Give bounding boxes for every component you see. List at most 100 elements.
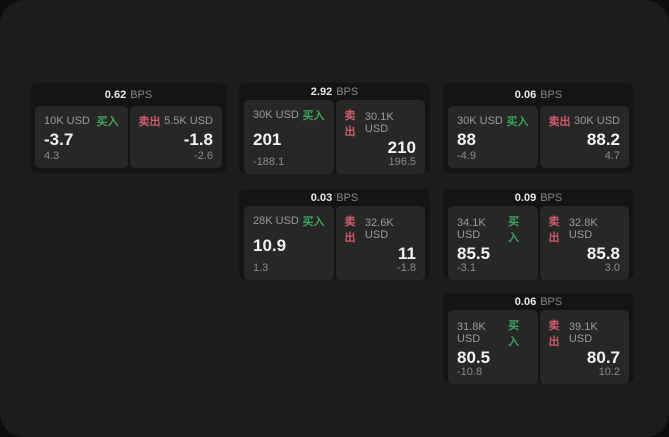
sell-panel-top: 卖出 30K USD (549, 113, 621, 129)
sell-size-label: 30K USD (574, 115, 620, 127)
sell-delta: 10.2 (598, 366, 620, 378)
buy-size-label: 30K USD (253, 109, 299, 121)
spread-header: 2.92 BPS (239, 83, 430, 98)
quote-card: 0.06 BPS 30K USD 买入 88 -4.9 卖出 30K USD 8… (443, 83, 634, 173)
buy-panel-top: 34.1K USD 买入 (457, 213, 529, 245)
spread-value: 0.06 (514, 89, 537, 101)
spread-unit: BPS (130, 89, 153, 101)
buy-delta: 4.3 (44, 150, 60, 162)
spread-unit: BPS (540, 296, 563, 308)
sell-price: 85.8 (586, 244, 620, 263)
sell-side-label: 卖出 (344, 110, 356, 138)
quote-body: 31.8K USD 买入 80.5 -10.8 卖出 39.1K USD 80.… (443, 308, 634, 389)
buy-delta: 1.3 (253, 262, 269, 274)
buy-size-label: 34.1K USD (457, 217, 486, 241)
sell-side-label: 卖出 (548, 320, 560, 348)
buy-side-label: 买入 (96, 116, 119, 128)
sell-delta: -2.6 (194, 150, 213, 162)
buy-side-label: 买入 (508, 216, 520, 244)
sell-delta: 196.5 (388, 156, 416, 168)
spread-unit: BPS (336, 86, 359, 98)
buy-side-label: 买入 (506, 116, 529, 128)
spread-header: 0.62 BPS (30, 83, 227, 104)
sell-side-label: 卖出 (344, 216, 356, 244)
buy-quote-panel[interactable]: 30K USD 买入 88 -4.9 (448, 106, 538, 168)
sell-panel-top: 卖出 5.5K USD (139, 113, 214, 129)
buy-price: 80.5 (457, 348, 491, 367)
quote-card: 0.62 BPS 10K USD 买入 -3.7 4.3 卖出 5.5K USD… (30, 83, 227, 173)
sell-price: 11 (398, 244, 416, 263)
buy-quote-panel[interactable]: 34.1K USD 买入 85.5 -3.1 (448, 206, 538, 280)
buy-side-label: 买入 (302, 110, 325, 122)
sell-price: 88.2 (586, 130, 620, 149)
quote-body: 30K USD 买入 88 -4.9 卖出 30K USD 88.2 4.7 (443, 104, 634, 173)
sell-price: -1.8 (183, 130, 213, 149)
buy-panel-top: 30K USD 买入 (253, 107, 325, 123)
buy-size-label: 10K USD (44, 115, 90, 127)
quote-body: 30K USD 买入 201 -188.1 卖出 30.1K USD 210 1… (239, 98, 430, 179)
quote-body: 10K USD 买入 -3.7 4.3 卖出 5.5K USD -1.8 -2.… (30, 104, 227, 173)
buy-quote-panel[interactable]: 30K USD 买入 201 -188.1 (244, 100, 334, 174)
spread-header: 0.06 BPS (443, 83, 634, 104)
spread-value: 0.09 (514, 192, 537, 204)
buy-quote-panel[interactable]: 28K USD 买入 10.9 1.3 (244, 206, 334, 280)
sell-side-label: 卖出 (548, 216, 560, 244)
spread-header: 0.09 BPS (443, 189, 634, 204)
sell-size-label: 5.5K USD (164, 115, 213, 127)
sell-delta: -1.8 (397, 262, 416, 274)
buy-size-label: 30K USD (457, 115, 503, 127)
spread-value: 0.06 (514, 296, 537, 308)
sell-delta: 3.0 (604, 262, 620, 274)
sell-quote-panel[interactable]: 卖出 30K USD 88.2 4.7 (539, 106, 629, 168)
sell-side-label: 卖出 (548, 116, 571, 128)
buy-panel-top: 30K USD 买入 (457, 113, 529, 129)
buy-price: 10.9 (253, 236, 287, 255)
buy-panel-top: 10K USD 买入 (44, 113, 119, 129)
spread-value: 0.03 (310, 192, 333, 204)
sell-panel-top: 卖出 32.6K USD (345, 213, 417, 245)
sell-quote-panel[interactable]: 卖出 32.6K USD 11 -1.8 (335, 206, 425, 280)
sell-size-label: 30.1K USD (364, 111, 394, 135)
buy-panel-top: 31.8K USD 买入 (457, 317, 529, 349)
spread-unit: BPS (336, 192, 359, 204)
buy-size-label: 31.8K USD (457, 321, 486, 345)
quote-body: 28K USD 买入 10.9 1.3 卖出 32.6K USD 11 -1.8 (239, 204, 430, 285)
sell-panel-top: 卖出 39.1K USD (549, 317, 621, 349)
sell-size-label: 32.6K USD (364, 217, 394, 241)
buy-side-label: 买入 (508, 320, 520, 348)
quote-card: 0.06 BPS 31.8K USD 买入 80.5 -10.8 卖出 39.1… (443, 293, 634, 384)
sell-size-label: 32.8K USD (568, 217, 598, 241)
sell-side-label: 卖出 (138, 116, 161, 128)
spread-value: 0.62 (104, 89, 127, 101)
spread-value: 2.92 (310, 86, 333, 98)
sell-price: 210 (387, 138, 416, 157)
buy-quote-panel[interactable]: 31.8K USD 买入 80.5 -10.8 (448, 310, 538, 384)
buy-price: 201 (253, 130, 282, 149)
buy-panel-top: 28K USD 买入 (253, 213, 325, 229)
sell-price: 80.7 (586, 348, 620, 367)
buy-delta: -10.8 (457, 366, 483, 378)
sell-quote-panel[interactable]: 卖出 39.1K USD 80.7 10.2 (539, 310, 629, 384)
buy-price: -3.7 (44, 130, 74, 149)
sell-size-label: 39.1K USD (568, 321, 598, 345)
quote-card: 0.09 BPS 34.1K USD 买入 85.5 -3.1 卖出 32.8K… (443, 189, 634, 280)
spread-header: 0.03 BPS (239, 189, 430, 204)
sell-panel-top: 卖出 30.1K USD (345, 107, 417, 139)
sell-quote-panel[interactable]: 卖出 32.8K USD 85.8 3.0 (539, 206, 629, 280)
buy-price: 85.5 (457, 244, 491, 263)
sell-quote-panel[interactable]: 卖出 5.5K USD -1.8 -2.6 (129, 106, 222, 168)
quote-body: 34.1K USD 买入 85.5 -3.1 卖出 32.8K USD 85.8… (443, 204, 634, 285)
buy-side-label: 买入 (302, 216, 325, 228)
buy-price: 88 (457, 130, 476, 149)
buy-delta: -3.1 (457, 262, 476, 274)
sell-delta: 4.7 (604, 150, 620, 162)
spread-unit: BPS (540, 89, 563, 101)
buy-size-label: 28K USD (253, 215, 299, 227)
sell-quote-panel[interactable]: 卖出 30.1K USD 210 196.5 (335, 100, 425, 174)
spread-unit: BPS (540, 192, 563, 204)
buy-quote-panel[interactable]: 10K USD 买入 -3.7 4.3 (35, 106, 128, 168)
quote-card: 0.03 BPS 28K USD 买入 10.9 1.3 卖出 32.6K US… (239, 189, 430, 280)
quote-card: 2.92 BPS 30K USD 买入 201 -188.1 卖出 30.1K … (239, 83, 430, 174)
spread-header: 0.06 BPS (443, 293, 634, 308)
